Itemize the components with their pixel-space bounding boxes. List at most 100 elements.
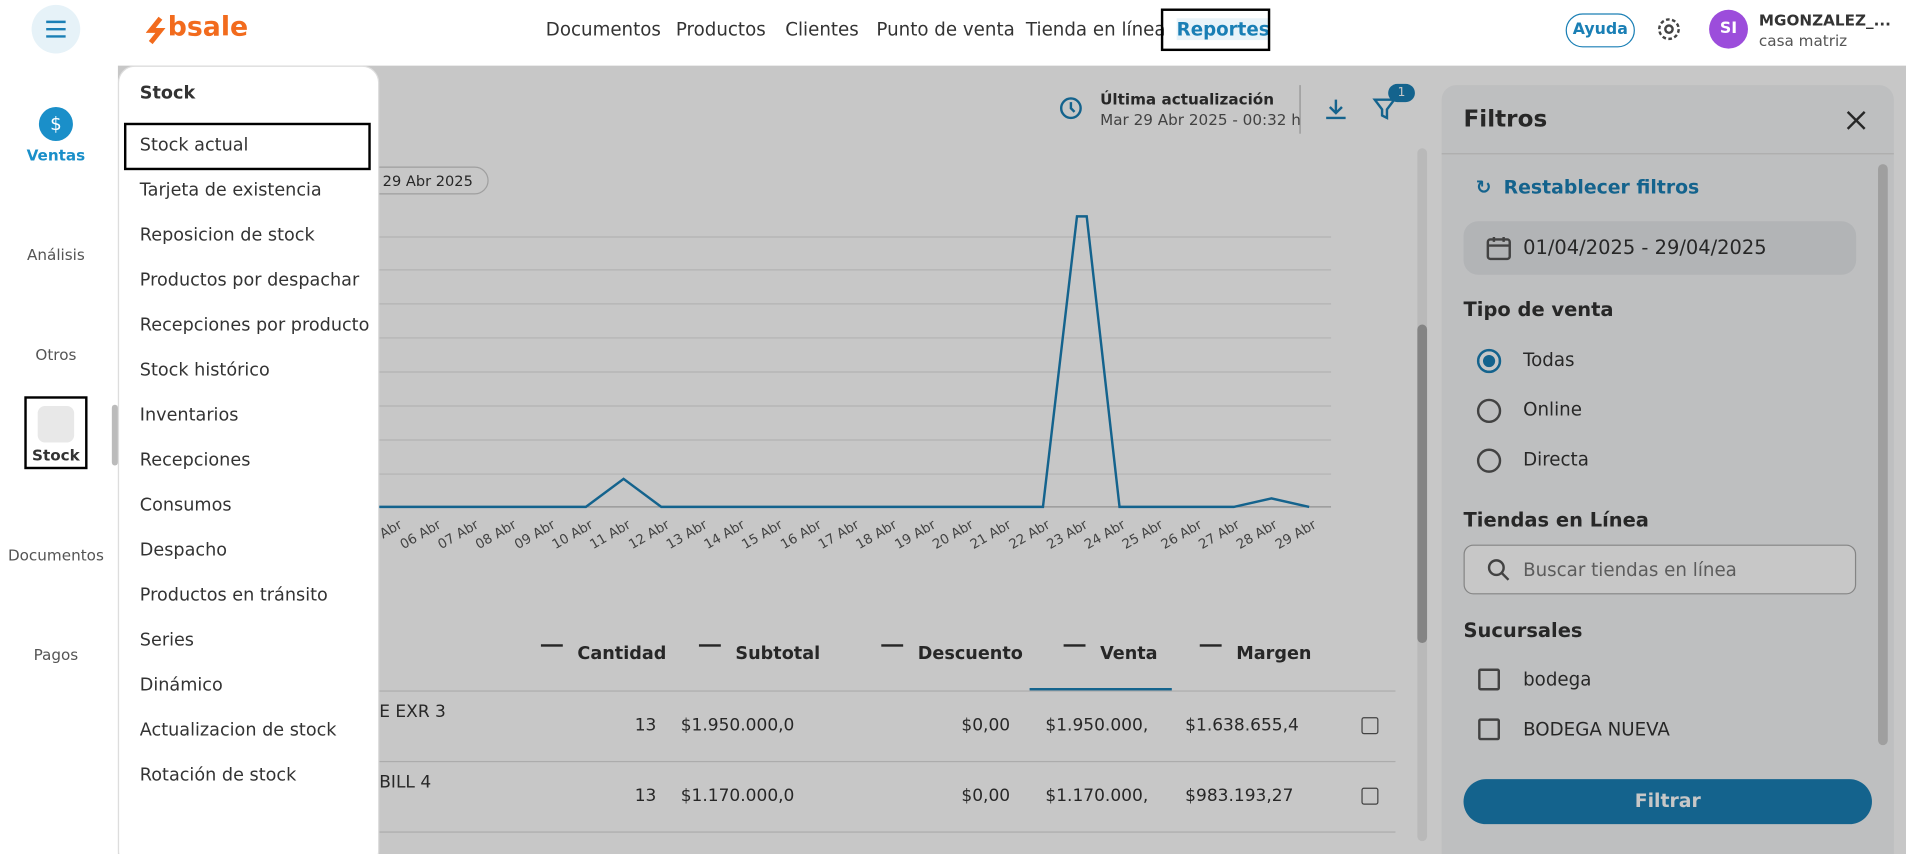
stock-menu bbox=[117, 65, 380, 854]
help-button[interactable]: Ayuda bbox=[1565, 13, 1635, 48]
overlay[interactable] bbox=[117, 65, 1906, 854]
radio-label: Todas bbox=[1523, 348, 1575, 371]
avatar[interactable]: SI bbox=[1709, 9, 1748, 49]
radio[interactable] bbox=[1476, 398, 1502, 424]
branches-title: Sucursales bbox=[1463, 618, 1583, 642]
nav-item[interactable]: Documentos bbox=[545, 18, 661, 41]
menu-item[interactable]: Productos por despachar bbox=[139, 271, 360, 291]
table-cell: $1.170.000,0 bbox=[680, 786, 795, 806]
menu-item[interactable]: Actualizacion de stock bbox=[139, 720, 337, 741]
sidebar-item[interactable]: Stock bbox=[32, 446, 80, 465]
table-cell: $1.950.000,0 bbox=[680, 715, 795, 736]
table-cell: 13 bbox=[634, 786, 657, 806]
highlight-box bbox=[24, 396, 88, 470]
sale-type-title: Tipo de venta bbox=[1463, 297, 1614, 321]
filter-badge: 1 bbox=[1388, 83, 1415, 103]
menu-item[interactable]: Stock histórico bbox=[139, 361, 270, 381]
update-label: Última actualización bbox=[1100, 89, 1275, 109]
checkbox-label: bodega bbox=[1523, 668, 1592, 691]
radio[interactable] bbox=[1476, 348, 1502, 374]
column-header[interactable]: Cantidad bbox=[577, 644, 667, 664]
menu-title: Stock bbox=[139, 83, 196, 104]
menu-item[interactable]: Series bbox=[139, 630, 194, 651]
table-cell: $1.170.000, bbox=[1045, 786, 1149, 806]
checkbox[interactable] bbox=[1478, 668, 1501, 691]
filter-scrollbar bbox=[1878, 164, 1888, 746]
menu-button[interactable] bbox=[31, 4, 81, 54]
radio-label: Online bbox=[1523, 398, 1582, 421]
checkbox[interactable] bbox=[1478, 718, 1501, 741]
menu-handle bbox=[111, 404, 118, 466]
store-search[interactable] bbox=[1463, 544, 1857, 595]
menu-item[interactable]: Rotación de stock bbox=[139, 765, 297, 786]
nav-item[interactable]: Clientes bbox=[785, 18, 859, 41]
sales-icon: $ bbox=[38, 106, 73, 142]
sidebar-item[interactable]: Análisis bbox=[26, 245, 85, 264]
menu-item[interactable]: Tarjeta de existencia bbox=[139, 181, 322, 201]
stock-icon bbox=[37, 405, 75, 443]
sort-icon bbox=[1063, 644, 1086, 661]
settings-icon[interactable] bbox=[1654, 15, 1683, 44]
menu-item[interactable]: Despacho bbox=[139, 540, 228, 561]
search-placeholder: Buscar tiendas en línea bbox=[1523, 559, 1737, 582]
update-value: Mar 29 Abr 2025 - 00:32 h bbox=[1100, 110, 1301, 129]
nav-item[interactable]: Punto de venta bbox=[876, 18, 1015, 41]
sidebar-item[interactable]: Documentos bbox=[7, 545, 104, 565]
filter-button[interactable]: Filtrar bbox=[1463, 779, 1872, 825]
column-header[interactable]: Descuento bbox=[917, 644, 1023, 664]
menu-item[interactable]: Inventarios bbox=[139, 405, 239, 426]
menu-item[interactable]: Recepciones bbox=[139, 450, 251, 471]
sort-icon bbox=[540, 644, 563, 661]
row-line bbox=[379, 831, 1396, 833]
menu-item[interactable]: Dinámico bbox=[139, 675, 223, 696]
logo: bsale bbox=[167, 12, 249, 43]
date-range[interactable] bbox=[1463, 221, 1857, 275]
table-cell: 13 bbox=[634, 715, 657, 736]
search-icon bbox=[1487, 559, 1510, 581]
sidebar-item[interactable]: Pagos bbox=[33, 645, 79, 664]
filter-panel bbox=[1441, 85, 1894, 854]
reset-text: Restablecer filtros bbox=[1503, 176, 1700, 199]
branch-name: casa matriz bbox=[1758, 31, 1848, 50]
column-header[interactable]: Subtotal bbox=[735, 644, 821, 664]
checkbox-label: BODEGA NUEVA bbox=[1523, 718, 1670, 741]
menu-item[interactable]: Reposicion de stock bbox=[139, 226, 315, 246]
row-line bbox=[379, 760, 1396, 763]
nav-item[interactable]: Productos bbox=[675, 18, 766, 41]
close-icon[interactable] bbox=[1844, 108, 1868, 132]
header-line bbox=[379, 690, 1396, 692]
reset-filters[interactable]: ↻ Restablecer filtros bbox=[1475, 176, 1700, 199]
radio[interactable] bbox=[1476, 448, 1502, 473]
filters-title: Filtros bbox=[1463, 105, 1548, 133]
table-cell: $983.193,27 bbox=[1185, 786, 1294, 806]
nav-item[interactable]: Reportes bbox=[1176, 18, 1270, 41]
product-name: E EXR 3 bbox=[379, 702, 446, 723]
highlight-box bbox=[123, 122, 371, 171]
nav-item[interactable]: Tienda en línea bbox=[1025, 18, 1166, 41]
sort-icon bbox=[698, 644, 721, 661]
refresh-icon bbox=[1059, 97, 1082, 120]
open-link-icon[interactable] bbox=[1361, 787, 1379, 805]
date-range-text: 01/04/2025 - 29/04/2025 bbox=[1523, 235, 1767, 259]
open-link-icon[interactable] bbox=[1361, 717, 1379, 735]
column-header[interactable]: Venta bbox=[1100, 644, 1158, 664]
column-header[interactable]: Margen bbox=[1236, 644, 1312, 664]
sidebar-item[interactable]: Otros bbox=[35, 345, 77, 364]
user-name: MGONZALEZ_... bbox=[1758, 10, 1891, 30]
sidebar-item[interactable]: Ventas bbox=[26, 145, 86, 165]
sort-icon bbox=[1199, 644, 1222, 661]
table-cell: $0,00 bbox=[961, 715, 1011, 736]
highlight-box bbox=[1160, 8, 1271, 52]
table-cell: $1.950.000, bbox=[1045, 715, 1149, 736]
radio-label: Directa bbox=[1523, 448, 1589, 471]
table-cell: $1.638.655,4 bbox=[1185, 715, 1299, 736]
divider bbox=[1441, 153, 1894, 155]
menu-item[interactable]: Productos en tránsito bbox=[139, 585, 328, 606]
menu-item[interactable]: Stock actual bbox=[139, 136, 249, 156]
sort-icon bbox=[881, 644, 904, 661]
menu-item[interactable]: Recepciones por producto bbox=[139, 316, 370, 336]
menu-item[interactable]: Consumos bbox=[139, 495, 232, 516]
sort-indicator bbox=[1029, 688, 1172, 691]
download-icon[interactable] bbox=[1323, 96, 1350, 123]
